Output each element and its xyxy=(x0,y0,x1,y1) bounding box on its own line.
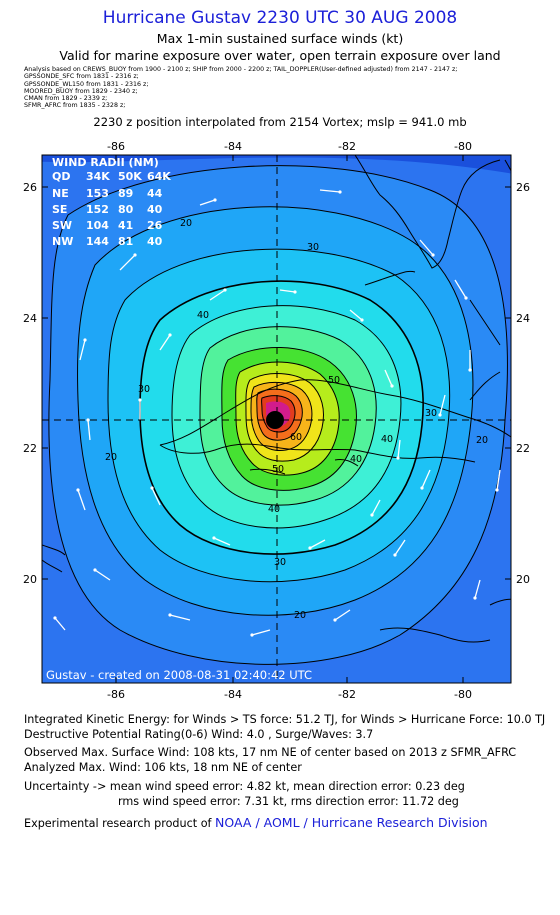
radii-cell: 41 xyxy=(118,219,133,232)
observed-wind-line: Observed Max. Surface Wind: 108 kts, 17 … xyxy=(24,746,517,759)
contour-label: 20 xyxy=(476,435,488,446)
contour-label: 20 xyxy=(294,610,306,621)
radii-cell: 40 xyxy=(147,235,163,248)
contour-label: 30 xyxy=(138,384,150,395)
contour-label: 40 xyxy=(197,310,209,321)
contour-label: 50 xyxy=(272,464,284,475)
x-tick-label: -80 xyxy=(454,688,472,701)
contour-label: 30 xyxy=(274,557,286,568)
radii-cell: SW xyxy=(52,219,72,232)
radii-cell: 40 xyxy=(147,203,163,216)
radii-cell: 89 xyxy=(118,187,133,200)
contour-label: 40 xyxy=(268,504,280,515)
uncertainty-line-2: rms wind speed error: 7.31 kt, rms direc… xyxy=(118,795,459,808)
florida-coast xyxy=(354,155,501,269)
jamaica-coast xyxy=(379,598,511,643)
position-note: 2230 z position interpolated from 2154 V… xyxy=(93,115,467,129)
radii-header-34k: 34K xyxy=(86,170,110,183)
source-line: CMAN from 1829 - 2339 z; xyxy=(24,95,108,103)
x-tick-label: -84 xyxy=(224,140,242,153)
y-tick-label: 20 xyxy=(23,573,37,586)
isle-of-youth xyxy=(249,459,359,475)
radii-cell: NW xyxy=(52,235,73,248)
plot-frame xyxy=(41,154,512,684)
radii-header-50k: 50K xyxy=(118,170,142,183)
source-line: GPSSONDE_WL150 from 1831 - 2316 z; xyxy=(24,80,149,88)
credit-line: Experimental research product of NOAA / … xyxy=(24,815,488,831)
cuba-north-coast xyxy=(159,379,511,446)
x-tick-label: -82 xyxy=(338,688,356,701)
y-tick-label: 24 xyxy=(23,312,37,325)
x-tick-label: -84 xyxy=(224,688,242,701)
radii-cell: 153 xyxy=(86,187,109,200)
y-tick-label: 26 xyxy=(516,181,530,194)
honduras-coast xyxy=(42,544,66,573)
radii-cell: 152 xyxy=(86,203,109,216)
radii-cell: 104 xyxy=(86,219,109,232)
validity-note: Valid for marine exposure over water, op… xyxy=(59,48,501,63)
radii-cell: 80 xyxy=(118,203,134,216)
source-line: GPSSONDE_SFC from 1831 - 2316 z; xyxy=(24,73,139,81)
source-line: Analysis based on CREWS_BUOY from 1900 -… xyxy=(24,66,458,73)
ike-line: Integrated Kinetic Energy: for Winds > T… xyxy=(24,713,546,726)
radii-cell: 26 xyxy=(147,219,163,232)
contour-label: 40 xyxy=(350,454,362,465)
x-tick-label: -86 xyxy=(107,140,125,153)
coastlines xyxy=(42,155,511,643)
radii-cell: 44 xyxy=(147,187,163,200)
y-tick-label: 22 xyxy=(23,442,37,455)
cuba-south-coast xyxy=(159,443,476,463)
isotach-lines xyxy=(48,165,508,665)
contour-label: 20 xyxy=(180,218,192,229)
y-tick-label: 24 xyxy=(516,312,530,325)
y-tick-label: 26 xyxy=(23,181,37,194)
x-tick-label: -86 xyxy=(107,688,125,701)
wind-vectors xyxy=(54,189,501,636)
dpr-line: Destructive Potential Rating(0-6) Wind: … xyxy=(24,728,374,741)
credit-prefix: Experimental research product of xyxy=(24,817,216,830)
axis-tick-labels: -86 -84 -82 -80 -86 -84 -82 -80 26 24 22… xyxy=(23,140,530,701)
contour-label: 20 xyxy=(105,452,117,463)
radii-cell: 144 xyxy=(86,235,109,248)
florida-keys xyxy=(364,270,416,286)
credit-org-link[interactable]: NOAA / AOML / Hurricane Research Divisio… xyxy=(215,815,488,830)
source-line: MOORED_BUOY from 1829 - 2340 z; xyxy=(24,87,138,95)
axis-ticks xyxy=(42,155,511,683)
x-tick-label: -80 xyxy=(454,140,472,153)
wind-radii-table: WIND RADII (NM) QD 34K 50K 64K NE 153 89… xyxy=(52,156,171,248)
wind-field: 20 30 40 30 40 30 20 40 50 60 50 40 30 2… xyxy=(42,155,511,683)
source-line: SFMR_AFRC from 1835 - 2328 z; xyxy=(24,102,126,110)
y-tick-label: 20 xyxy=(516,573,530,586)
contour-label: 40 xyxy=(381,434,393,445)
map-title: Hurricane Gustav 2230 UTC 30 AUG 2008 xyxy=(102,8,458,28)
map-subtitle: Max 1-min sustained surface winds (kt) xyxy=(156,31,404,46)
contour-label: 50 xyxy=(328,375,340,386)
created-stamp: Gustav - created on 2008-08-31 02:40:42 … xyxy=(46,668,312,682)
radii-header-64k: 64K xyxy=(147,170,171,183)
radii-header-qd: QD xyxy=(52,170,70,183)
radii-cell: NE xyxy=(52,187,69,200)
contour-label: 60 xyxy=(290,432,302,443)
y-tick-label: 22 xyxy=(516,442,530,455)
bahamas-islands xyxy=(469,159,511,401)
analysis-sources: Analysis based on CREWS_BUOY from 1900 -… xyxy=(24,66,457,110)
contour-label: 30 xyxy=(425,408,437,419)
contour-label: 30 xyxy=(307,242,319,253)
contour-labels: 20 30 40 30 40 30 20 40 50 60 50 40 30 2… xyxy=(105,218,488,621)
wind-radii-title: WIND RADII (NM) xyxy=(52,156,159,169)
radii-cell: 81 xyxy=(118,235,133,248)
wind-vector-heads xyxy=(53,190,499,637)
x-tick-label: -82 xyxy=(338,140,356,153)
radii-cell: SE xyxy=(52,203,67,216)
analyzed-wind-line: Analyzed Max. Wind: 106 kts, 18 nm NE of… xyxy=(24,761,302,774)
uncertainty-line-1: Uncertainty -> mean wind speed error: 4.… xyxy=(24,780,465,793)
